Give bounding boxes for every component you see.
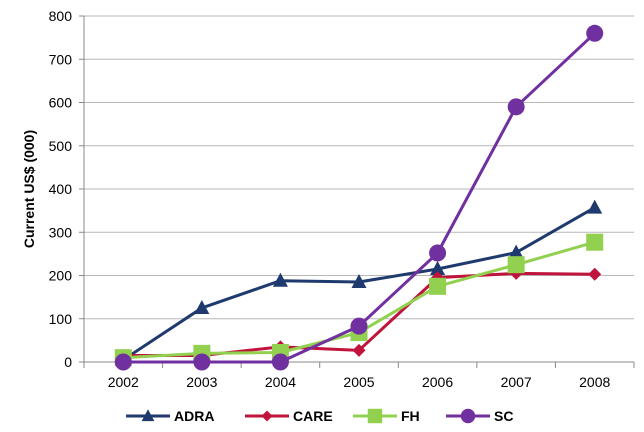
marker-diamond-point [588, 267, 602, 281]
legend-item-adra: ADRA [126, 408, 214, 424]
marker-triangle-point [272, 272, 288, 287]
marker-diamond-point [352, 343, 366, 357]
y-tick-label: 600 [49, 95, 73, 111]
marker-triangle-point [430, 261, 446, 276]
marker-triangle-point [351, 273, 367, 288]
marker-circle-legend [460, 408, 476, 424]
x-tick-label: 2008 [579, 374, 610, 390]
marker-circle-point [350, 317, 368, 335]
marker-square-legend [367, 408, 383, 424]
x-tick-label: 2003 [186, 374, 217, 390]
x-axis-ticks: 2002 2003 2004 2005 2006 2007 2008 [83, 362, 635, 390]
y-tick-label: 200 [49, 268, 73, 284]
x-tick-label: 2002 [108, 374, 139, 390]
legend-item-care: CARE [245, 408, 333, 424]
legend: ADRA CARE FH SC [126, 408, 513, 424]
series-sc [114, 24, 604, 371]
legend-label: SC [494, 408, 513, 424]
legend-item-sc: SC [446, 408, 513, 424]
marker-triangle-point [587, 199, 603, 214]
marker-square-point [586, 233, 604, 251]
marker-circle-point [507, 98, 525, 116]
marker-triangle-point [194, 299, 210, 314]
x-tick-label: 2007 [501, 374, 532, 390]
marker-triangle-point [508, 244, 524, 259]
marker-square-point [429, 277, 447, 295]
legend-item-fh: FH [353, 408, 420, 424]
x-tick-label: 2004 [265, 374, 296, 390]
y-tick-label: 100 [49, 311, 73, 327]
y-tick-label: 800 [49, 8, 73, 24]
y-tick-label: 400 [49, 181, 73, 197]
y-axis-label: Current US$ (000) [21, 130, 37, 248]
gridlines [84, 15, 634, 320]
legend-label: FH [401, 408, 420, 424]
y-axis-ticks: 0 100 200 300 400 500 600 700 800 [49, 8, 84, 370]
y-tick-label: 500 [49, 138, 73, 154]
marker-circle-point [193, 353, 211, 371]
marker-circle-point [271, 353, 289, 371]
series-group [114, 24, 604, 371]
y-tick-label: 0 [64, 354, 72, 370]
legend-label: CARE [293, 408, 333, 424]
marker-circle-point [586, 24, 604, 42]
y-tick-label: 700 [49, 51, 73, 67]
marker-triangle-legend [141, 409, 155, 422]
legend-label: ADRA [174, 408, 214, 424]
x-tick-label: 2005 [343, 374, 374, 390]
marker-diamond-legend [261, 410, 273, 422]
x-tick-label: 2006 [422, 374, 453, 390]
marker-circle-point [429, 244, 447, 262]
y-tick-label: 300 [49, 224, 73, 240]
marker-circle-point [114, 353, 132, 371]
marker-square-point [507, 256, 525, 274]
